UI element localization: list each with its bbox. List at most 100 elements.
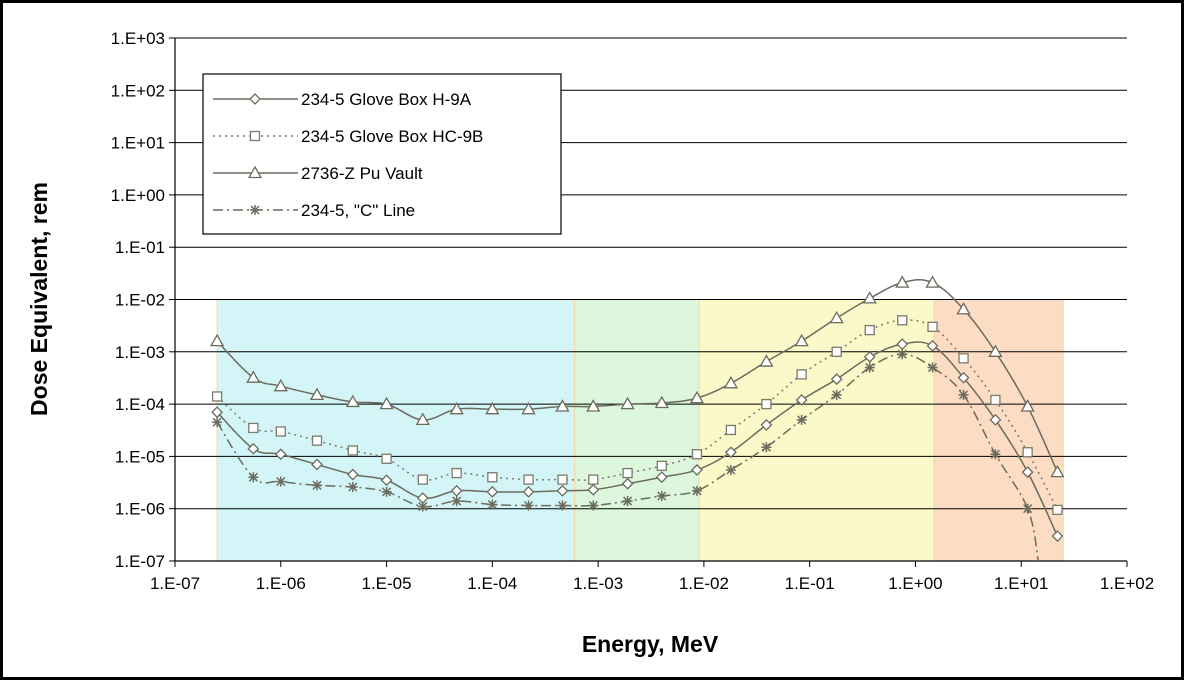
data-point — [381, 453, 392, 464]
data-point — [725, 424, 737, 436]
data-point — [897, 315, 908, 326]
data-point — [760, 418, 773, 431]
y-tick-label: 1.E-03 — [115, 343, 165, 362]
legend-label: 234-5 Glove Box H-9A — [301, 90, 472, 109]
data-point — [655, 471, 668, 484]
data-point — [212, 417, 223, 428]
x-tick-label: 1.E-02 — [679, 574, 729, 593]
data-point — [622, 467, 633, 479]
x-tick-label: 1.E+02 — [1100, 574, 1154, 593]
data-point — [1050, 464, 1065, 478]
data-point — [863, 350, 876, 363]
series-3 — [209, 275, 1065, 478]
data-point — [275, 426, 286, 437]
data-point — [347, 481, 358, 492]
x-tick-label: 1.E-06 — [256, 574, 306, 593]
legend-marker — [249, 93, 261, 105]
legend: 234-5 Glove Box H-9A 234-5 Glove Box HC-9… — [202, 73, 562, 235]
data-point — [417, 501, 428, 512]
data-point — [759, 354, 774, 367]
data-point — [415, 412, 430, 425]
data-point — [831, 346, 842, 357]
shaded-region-2 — [574, 299, 700, 562]
shaded-energy-regions — [216, 299, 1064, 562]
data-point — [275, 476, 286, 487]
data-point — [656, 490, 667, 501]
data-point — [247, 442, 260, 455]
data-point — [485, 401, 500, 415]
data-point — [311, 458, 323, 471]
data-point — [988, 344, 1003, 357]
data-point — [345, 394, 360, 408]
x-tick-label: 1.E-04 — [467, 574, 517, 593]
data-point — [990, 449, 1001, 460]
data-point — [555, 399, 570, 412]
data-point — [211, 406, 224, 419]
data-point — [926, 339, 939, 352]
data-point — [795, 394, 808, 406]
x-tick-labels: 1.E-07 1.E-06 1.E-05 1.E-04 1.E-03 1.E-02 1.E-… — [150, 574, 1154, 593]
data-point — [656, 460, 667, 471]
data-point — [248, 472, 259, 483]
data-point — [347, 445, 358, 456]
y-tick-label: 1.E-04 — [115, 395, 165, 414]
y-tick-label: 1.E+00 — [111, 186, 165, 205]
data-point — [523, 474, 534, 485]
data-point — [417, 474, 428, 485]
x-axis-title: Energy, MeV — [582, 631, 719, 657]
data-point — [654, 395, 669, 409]
data-point — [588, 474, 599, 485]
y-tick-label: 1.E-01 — [115, 238, 165, 257]
data-point — [588, 500, 599, 511]
data-point — [895, 275, 910, 288]
data-point — [450, 484, 463, 497]
legend-label: 2736-Z Pu Vault — [301, 164, 423, 183]
data-point — [958, 353, 969, 364]
x-tick-label: 1.E+01 — [994, 574, 1048, 593]
data-point — [830, 373, 843, 386]
data-point — [521, 401, 536, 415]
x-tick-label: 1.E-07 — [150, 574, 200, 593]
data-point — [1022, 503, 1033, 514]
data-point — [925, 275, 940, 288]
data-point — [379, 396, 394, 410]
data-point — [557, 500, 568, 511]
data-point — [725, 464, 736, 475]
data-point — [761, 398, 772, 410]
legend-marker — [250, 205, 260, 215]
y-tick-label: 1.E+02 — [111, 81, 165, 100]
data-point — [927, 321, 938, 332]
y-tick-label: 1.E+01 — [111, 134, 165, 153]
legend-label: 234-5, "C" Line — [301, 201, 415, 220]
data-point — [557, 474, 568, 485]
data-point — [794, 333, 809, 347]
data-point — [1020, 399, 1035, 412]
data-point — [620, 396, 635, 410]
data-point — [1021, 466, 1034, 479]
data-point — [586, 399, 601, 412]
data-point — [956, 301, 971, 315]
x-tick-label: 1.E-05 — [362, 574, 412, 593]
data-point — [311, 480, 322, 491]
data-point — [691, 464, 703, 476]
y-axis-title: Dose Equivalent, rem — [26, 182, 52, 416]
series-1 — [211, 338, 1064, 542]
data-point — [761, 442, 772, 453]
data-point — [522, 485, 535, 498]
series-4 — [212, 349, 1040, 562]
data-point — [796, 369, 807, 380]
data-point — [556, 484, 569, 497]
y-tick-label: 1.E+03 — [111, 29, 165, 48]
data-point — [248, 422, 259, 434]
data-series — [209, 275, 1065, 562]
data-point — [1022, 447, 1033, 458]
data-point — [211, 391, 223, 402]
y-tick-labels: 1.E-07 1.E-06 1.E-05 1.E-04 1.E-03 1.E-02 1.E-… — [111, 29, 165, 571]
legend-box — [202, 73, 562, 235]
y-tick-label: 1.E-02 — [115, 291, 165, 310]
data-point — [723, 375, 739, 389]
data-point — [246, 370, 261, 383]
data-point — [487, 499, 498, 510]
data-point — [957, 371, 970, 384]
